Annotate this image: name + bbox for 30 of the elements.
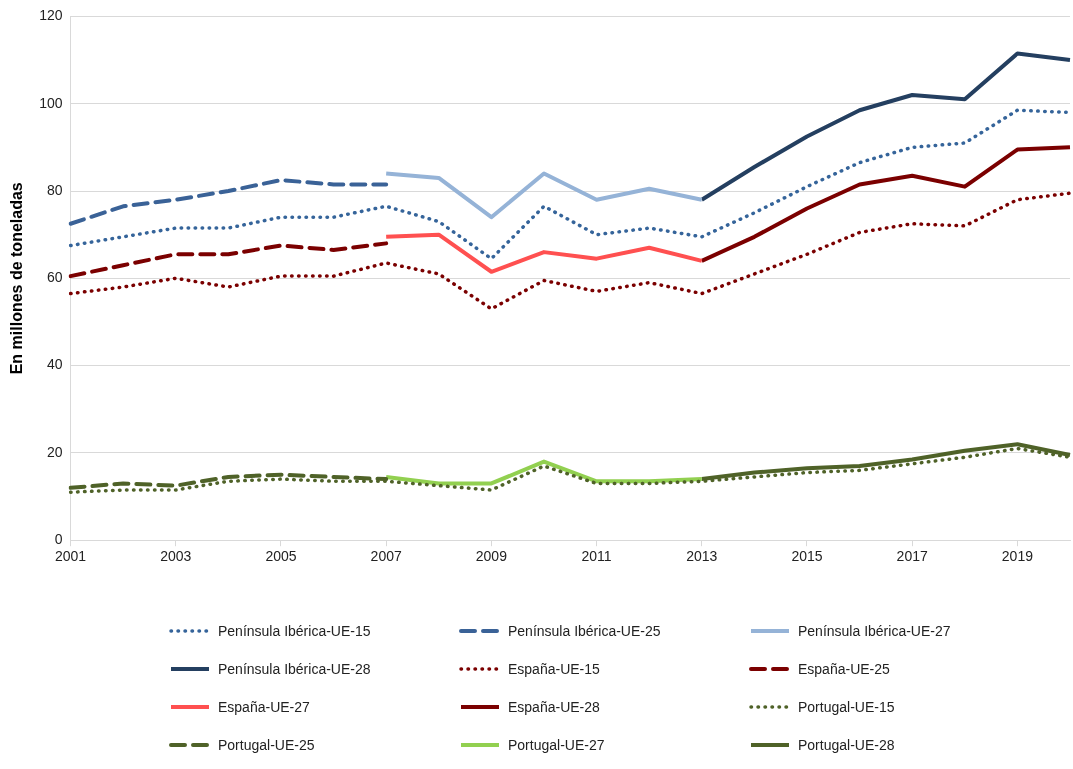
legend-label: Portugal-UE-28 — [798, 737, 895, 753]
x-tick-label: 2005 — [265, 548, 297, 565]
legend-label: Península Ibérica-UE-27 — [798, 623, 951, 639]
legend-label: Portugal-UE-27 — [508, 737, 605, 753]
y-tick-label: 60 — [46, 269, 63, 286]
y-tick-label: 100 — [39, 94, 63, 111]
y-tick-label: 20 — [46, 443, 63, 460]
x-tick-label: 2009 — [475, 548, 508, 565]
x-tick-label: 2001 — [54, 548, 87, 565]
y-tick-label: 0 — [54, 531, 63, 548]
x-tick-label: 2007 — [370, 548, 402, 565]
x-tick-label: 2011 — [581, 548, 612, 565]
legend-label: España-UE-27 — [218, 699, 310, 715]
legend-label: Portugal-UE-25 — [218, 737, 315, 753]
legend-label: Portugal-UE-15 — [798, 699, 895, 715]
x-tick-label: 2017 — [896, 548, 928, 565]
y-axis-title: En millones de toneladas — [8, 182, 26, 375]
y-tick-label: 80 — [46, 181, 63, 198]
legend-label: España-UE-25 — [798, 661, 890, 677]
legend-label: Península Ibérica-UE-25 — [508, 623, 661, 639]
x-tick-label: 2003 — [160, 548, 192, 565]
legend-label: España-UE-15 — [508, 661, 600, 677]
x-tick-label: 2015 — [791, 548, 823, 565]
legend-label: España-UE-28 — [508, 699, 600, 715]
y-tick-label: 40 — [46, 356, 63, 373]
legend-label: Península Ibérica-UE-28 — [218, 661, 371, 677]
legend-label: Península Ibérica-UE-15 — [218, 623, 371, 639]
y-tick-label: 120 — [39, 7, 63, 24]
x-tick-label: 2019 — [1001, 548, 1034, 565]
x-tick-label: 2013 — [686, 548, 718, 565]
